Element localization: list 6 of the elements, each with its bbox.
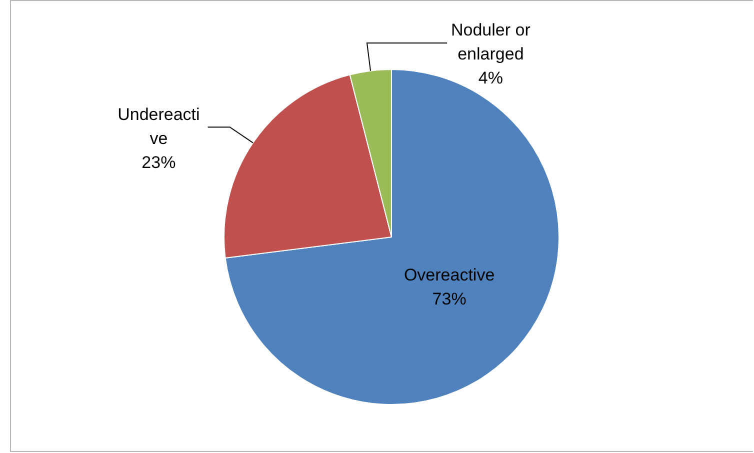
data-label: 4% <box>478 68 503 88</box>
slice-label: Overeactive <box>404 266 495 285</box>
slice-label: Undereactive <box>118 104 200 148</box>
data-label: 23% <box>142 152 176 172</box>
slice-label: Noduler or enlarged <box>450 20 531 64</box>
data-label: 73% <box>432 290 466 309</box>
